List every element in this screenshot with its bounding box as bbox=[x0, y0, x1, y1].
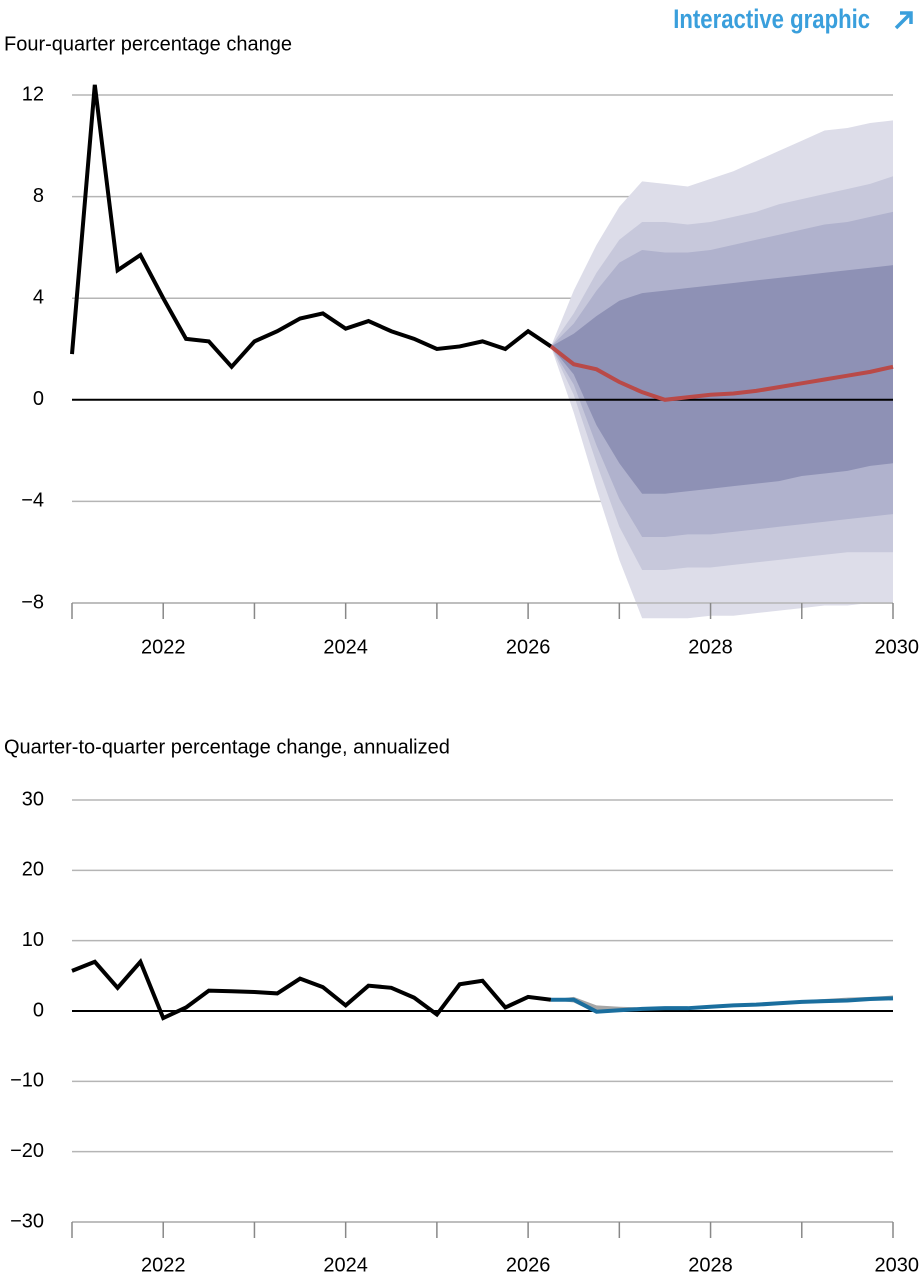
x-tick-label: 2022 bbox=[141, 636, 186, 658]
y-tick-label: 10 bbox=[22, 929, 44, 951]
series-line bbox=[71, 958, 552, 1021]
y-tick-label: −8 bbox=[21, 591, 44, 613]
link-text: Interactive graphic bbox=[673, 4, 870, 34]
link-arrow bbox=[894, 11, 913, 30]
x-tick-label: 2024 bbox=[323, 1254, 368, 1276]
y-tick-label: 8 bbox=[33, 185, 44, 207]
axis-title: Four-quarter percentage change bbox=[4, 33, 292, 55]
series-line bbox=[550, 996, 894, 1014]
x-tick-label: 2026 bbox=[506, 1254, 551, 1276]
x-tick-label: 2030 bbox=[875, 636, 920, 658]
fan-band bbox=[550, 265, 893, 494]
interactive-link[interactable]: Interactive graphic bbox=[640, 0, 920, 36]
x-tick-label: 2024 bbox=[323, 636, 368, 658]
x-tick-label: 2028 bbox=[688, 1254, 733, 1276]
y-tick-label: 30 bbox=[22, 788, 44, 810]
series-line bbox=[70, 84, 553, 370]
axis-title: Quarter-to-quarter percentage change, an… bbox=[4, 736, 450, 758]
y-tick-label: −20 bbox=[10, 1140, 44, 1162]
y-tick-label: 20 bbox=[22, 859, 44, 881]
y-tick-label: 0 bbox=[33, 388, 44, 410]
y-tick-label: 12 bbox=[22, 83, 44, 105]
y-tick-label: −10 bbox=[10, 1070, 44, 1092]
y-tick-label: 0 bbox=[33, 999, 44, 1021]
x-tick-label: 2026 bbox=[506, 636, 551, 658]
x-tick-label: 2022 bbox=[141, 1254, 186, 1276]
y-tick-label: −4 bbox=[21, 490, 44, 512]
series-line bbox=[549, 344, 894, 402]
y-tick-label: −30 bbox=[10, 1210, 44, 1232]
x-tick-label: 2030 bbox=[875, 1254, 920, 1276]
y-tick-label: 4 bbox=[33, 286, 44, 308]
x-tick-label: 2028 bbox=[688, 636, 733, 658]
